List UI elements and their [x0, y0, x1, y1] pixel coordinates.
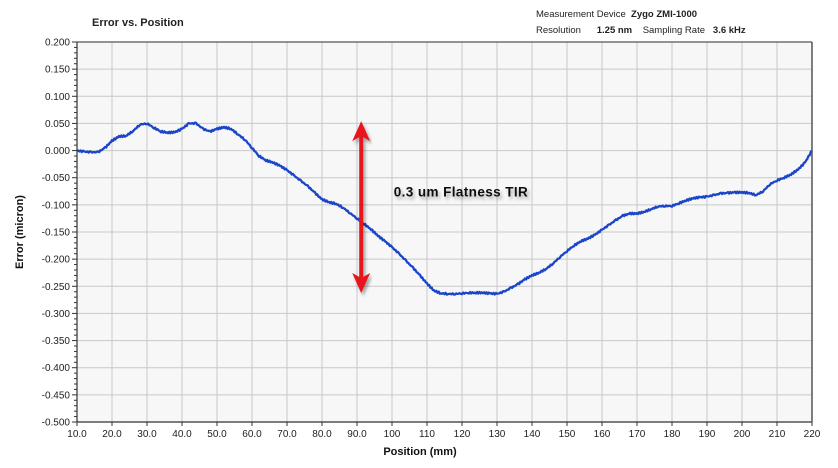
x-tick-label: 70.0 — [277, 429, 297, 440]
x-tick-label: 150 — [559, 429, 576, 440]
x-tick-label: 50.0 — [207, 429, 227, 440]
device-label: Measurement Device — [536, 9, 626, 20]
y-tick-label: -0.250 — [42, 282, 71, 293]
y-tick-label: -0.400 — [42, 363, 71, 374]
y-tick-label: -0.500 — [42, 418, 71, 429]
sampling-value: 3.6 kHz — [712, 25, 746, 36]
tir-double-arrow — [352, 121, 371, 293]
x-tick-label: 210 — [769, 429, 786, 440]
flatness-tir-label: 0.3 um Flatness TIR — [394, 185, 528, 200]
chart-title: Error vs. Position — [92, 17, 184, 29]
y-tick-label: 0.100 — [45, 92, 70, 103]
x-tick-label: 90.0 — [347, 429, 367, 440]
x-tick-label: 100 — [384, 429, 401, 440]
grid-lines — [77, 42, 812, 422]
y-tick-label: 0.000 — [45, 146, 70, 157]
x-tick-label: 110 — [419, 429, 435, 440]
x-axis-title: Position (mm) — [383, 446, 457, 458]
x-tick-label: 120 — [454, 429, 471, 440]
x-tick-label: 170 — [629, 429, 646, 440]
y-tick-label: 0.200 — [45, 38, 70, 49]
y-tick-label: -0.100 — [42, 200, 71, 211]
y-tick-label: -0.050 — [42, 173, 71, 184]
x-tick-label: 40.0 — [172, 429, 192, 440]
x-tick-label: 200 — [734, 429, 751, 440]
x-tick-label: 130 — [489, 429, 506, 440]
device-info: Measurement Device Zygo ZMI-1000 — [536, 9, 697, 20]
x-tick-label: 220 — [804, 429, 821, 440]
device-value: Zygo ZMI-1000 — [631, 9, 698, 20]
x-tick-label: 140 — [524, 429, 541, 440]
y-tick-label: -0.300 — [42, 309, 71, 320]
y-axis-title: Error (micron) — [14, 195, 26, 269]
y-tick-label: 0.050 — [45, 119, 70, 130]
y-tick-label: -0.150 — [42, 228, 71, 239]
x-tick-label: 20.0 — [102, 429, 122, 440]
x-tick-label: 60.0 — [242, 429, 262, 440]
x-tick-label: 180 — [664, 429, 681, 440]
axes: 10.0 20.0 30.0 40.0 50.0 60.0 70.0 80.0 90.0 100 1… — [42, 38, 821, 441]
y-tick-label: -0.350 — [42, 336, 71, 347]
y-tick-label: -0.450 — [42, 390, 71, 401]
x-tick-label: 30.0 — [137, 429, 157, 440]
y-tick-label: 0.150 — [45, 65, 70, 76]
tir-annotations: 0.3 um Flatness TIR — [80, 117, 795, 297]
y-tick-label: -0.200 — [42, 255, 71, 266]
sampling-label: Sampling Rate — [642, 25, 705, 36]
x-tick-label: 190 — [699, 429, 716, 440]
x-tick-label: 160 — [594, 429, 611, 440]
resolution-value: 1.25 nm — [596, 25, 633, 36]
x-tick-label: 80.0 — [312, 429, 332, 440]
acquisition-info: Resolution 1.25 nm Sampling Rate 3.6 kHz — [536, 25, 746, 36]
x-tick-label: 10.0 — [67, 429, 87, 440]
resolution-label: Resolution — [536, 25, 581, 36]
